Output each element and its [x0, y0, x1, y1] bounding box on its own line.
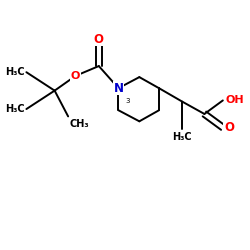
- Text: N: N: [114, 82, 124, 95]
- Text: H₃C: H₃C: [6, 104, 25, 114]
- Text: O: O: [94, 32, 104, 46]
- Text: H₃C: H₃C: [6, 67, 25, 77]
- Text: CH₃: CH₃: [69, 119, 89, 129]
- Text: H₃C: H₃C: [172, 132, 192, 142]
- Text: 3: 3: [125, 98, 130, 104]
- Text: O: O: [224, 121, 234, 134]
- Text: O: O: [71, 71, 80, 81]
- Text: OH: OH: [225, 96, 244, 106]
